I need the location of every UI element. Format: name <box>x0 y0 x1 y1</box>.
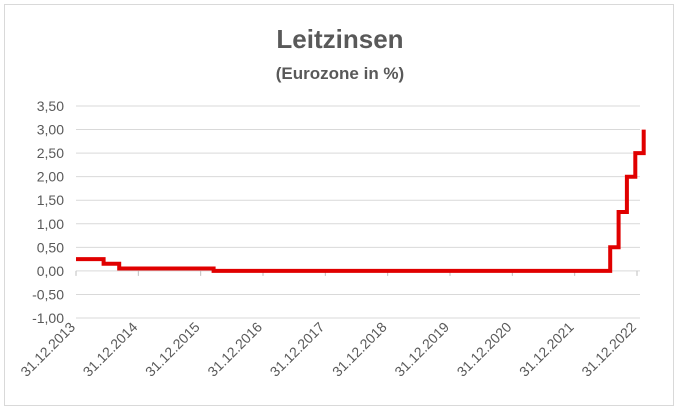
x-tick-label: 31.12.2022 <box>578 319 639 380</box>
x-tick-label: 31.12.2013 <box>17 319 78 380</box>
x-tick-label: 31.12.2014 <box>80 319 141 380</box>
y-tick-label: 0,00 <box>37 263 64 279</box>
x-tick-label: 31.12.2021 <box>516 319 577 380</box>
y-tick-label: 2,50 <box>37 145 64 161</box>
x-tick-label: 31.12.2015 <box>142 319 203 380</box>
x-tick-label: 31.12.2020 <box>454 319 515 380</box>
y-tick-label: 2,00 <box>37 169 64 185</box>
series-line <box>76 129 646 273</box>
x-tick-label: 31.12.2017 <box>267 319 328 380</box>
y-tick-label: -0,50 <box>32 286 64 302</box>
x-tick-label: 31.12.2016 <box>204 319 265 380</box>
y-tick-label: 1,50 <box>37 192 64 208</box>
y-tick-label: 3,50 <box>37 98 64 114</box>
y-tick-label: -1,00 <box>32 310 64 326</box>
y-tick-label: 3,00 <box>37 122 64 138</box>
chart-title: Leitzinsen <box>276 24 404 54</box>
chart-frame <box>4 4 674 406</box>
x-tick-label: 31.12.2018 <box>329 319 390 380</box>
chart-subtitle: (Eurozone in %) <box>275 64 405 83</box>
y-tick-label: 1,00 <box>37 216 64 232</box>
x-tick-label: 31.12.2019 <box>391 319 452 380</box>
y-tick-label: 0,50 <box>37 239 64 255</box>
